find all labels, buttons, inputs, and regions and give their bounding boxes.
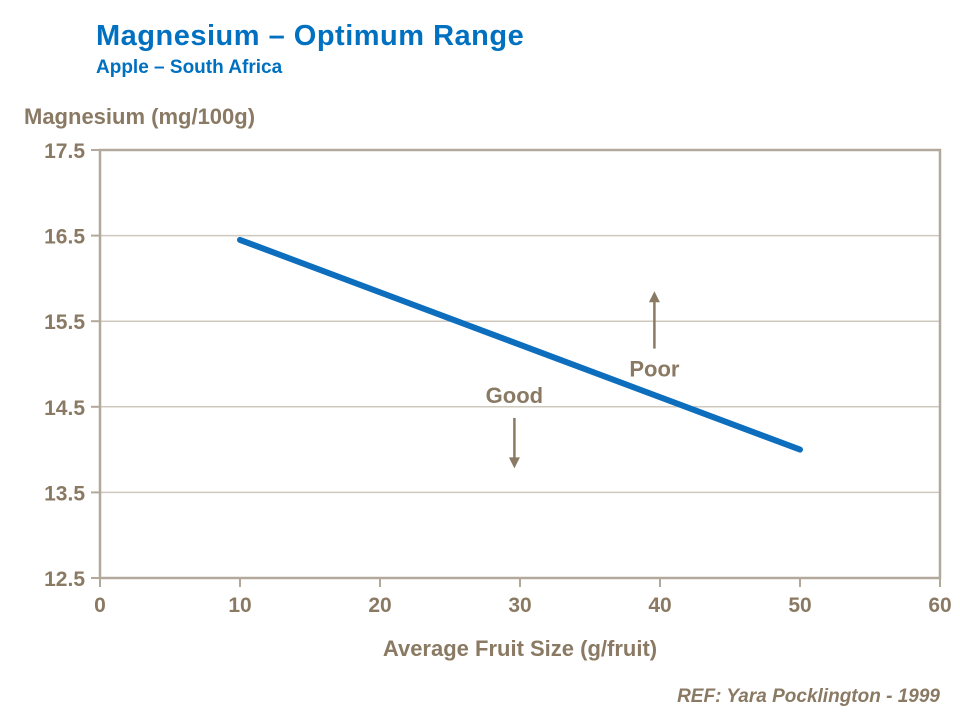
y-tick-label: 13.5 — [44, 482, 85, 505]
x-tick-label: 40 — [648, 594, 671, 617]
y-tick-label: 12.5 — [44, 568, 85, 591]
x-axis-title: Average Fruit Size (g/fruit) — [382, 636, 658, 661]
page-subtitle: Apple – South Africa — [96, 57, 283, 78]
x-tick-label: 10 — [228, 594, 251, 617]
page-title: Magnesium – Optimum Range — [96, 20, 525, 52]
x-tick-label: 30 — [508, 594, 531, 617]
annotation-label: Poor — [629, 356, 680, 381]
x-tick-label: 0 — [94, 594, 106, 617]
plot-border — [98, 148, 942, 580]
x-tick-label: 20 — [368, 594, 391, 617]
data-line — [237, 236, 803, 453]
y-axis-title: Magnesium (mg/100g) — [24, 104, 256, 129]
annotation-label: Good — [486, 383, 543, 408]
arrow-down-icon — [508, 457, 520, 469]
y-tick-label: 16.5 — [44, 226, 85, 249]
y-tick-label: 17.5 — [44, 140, 85, 163]
x-tick-label: 50 — [788, 594, 811, 617]
reference-text: REF: Yara Pocklington - 1999 — [677, 686, 940, 707]
arrow-up-icon — [648, 291, 660, 303]
y-tick-label: 15.5 — [44, 311, 85, 334]
x-tick-label: 60 — [928, 594, 951, 617]
y-tick-label: 14.5 — [44, 397, 85, 420]
